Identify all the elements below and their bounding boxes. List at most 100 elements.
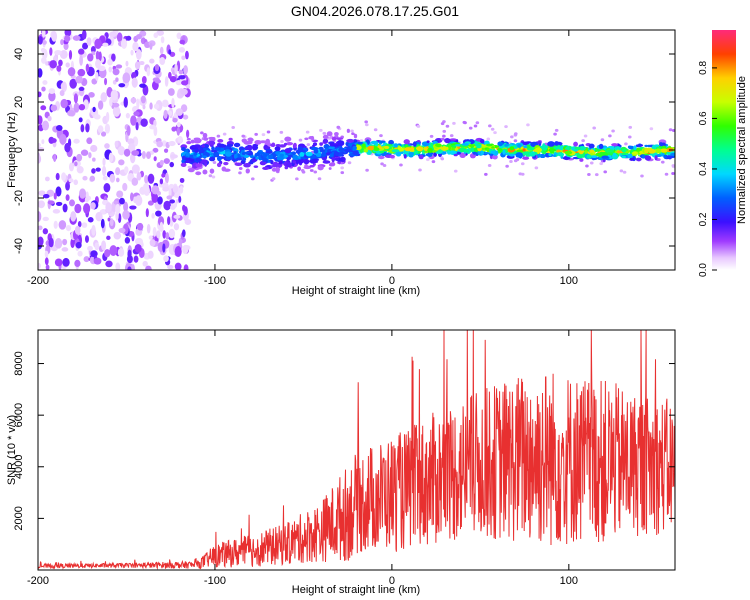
spectrogram-cell xyxy=(483,151,491,155)
spectrogram-cell xyxy=(40,47,46,53)
spectrogram-cell xyxy=(124,166,129,174)
spectrogram-cell xyxy=(161,100,169,108)
spectrogram-cell xyxy=(147,173,155,184)
y-tick-label: -40 xyxy=(13,238,25,254)
spectrogram-cell xyxy=(279,153,285,157)
spectrogram-cell xyxy=(179,177,185,183)
spectrogram-cell xyxy=(104,123,111,134)
spectrogram-cell xyxy=(60,98,68,109)
spectrogram-cell xyxy=(38,190,46,196)
spectrogram-cell xyxy=(131,177,139,186)
spectrogram-cell xyxy=(660,160,665,164)
spectrogram-cell xyxy=(384,145,390,150)
spectrogram-cell xyxy=(556,149,561,153)
spectrogram-cell xyxy=(534,147,542,153)
spectrogram-cell xyxy=(40,105,47,111)
snr-xlabel: Height of straight line (km) xyxy=(292,584,420,596)
spectrogram-cell xyxy=(109,218,114,227)
spectrogram-cell xyxy=(346,128,350,133)
x-tick-label: 100 xyxy=(560,575,578,587)
spectrogram-cell xyxy=(520,172,525,176)
spectrogram-cell xyxy=(627,135,632,139)
spectrogram-cell xyxy=(462,120,467,124)
spectrogram-cell xyxy=(62,257,70,267)
spectrogram-cell xyxy=(208,174,213,178)
spectrogram-cell xyxy=(42,40,47,45)
spectrogram-cell xyxy=(319,149,326,153)
spectrogram-cell xyxy=(127,138,135,145)
spectrogram-cell xyxy=(212,161,217,165)
spectrogram-cell xyxy=(553,132,557,136)
spectrogram-cell xyxy=(398,147,404,152)
spectrogram-cell xyxy=(69,78,77,89)
spectrogram-cell xyxy=(319,142,324,146)
spectrogram-cell xyxy=(370,140,379,145)
spectrogram-cell xyxy=(110,89,119,101)
spectrogram-cell xyxy=(80,149,89,156)
spectrogram-cell xyxy=(78,103,86,111)
spectrogram-cell xyxy=(442,129,447,133)
spectrogram-cell xyxy=(152,226,157,237)
spectrogram-cell xyxy=(365,168,369,172)
spectrogram-cell xyxy=(95,71,99,81)
spectrogram-cell xyxy=(195,171,202,176)
spectrogram-cell xyxy=(340,171,345,175)
spectrogram-cell xyxy=(174,246,182,258)
spectrogram-cell xyxy=(55,186,62,197)
spectrogram-cell xyxy=(163,255,169,263)
spectrogram-cell xyxy=(62,203,68,213)
spectrogram-cell xyxy=(352,139,358,143)
spectrogram-cell xyxy=(640,174,644,178)
spectrogram-cell xyxy=(125,35,132,41)
spectrogram-cell xyxy=(322,134,329,140)
spectrogram-cell xyxy=(102,157,106,167)
spectrogram-cell xyxy=(152,147,159,153)
spectrogram-cell xyxy=(426,140,430,144)
spectrogram-cell xyxy=(87,245,93,251)
spectrogram-cell xyxy=(280,140,284,144)
spectrogram-cell xyxy=(130,153,136,164)
spectrogram-cell xyxy=(284,147,292,154)
spectrogram-cell xyxy=(329,153,334,158)
spectrogram-cell xyxy=(389,154,395,159)
spectrogram-cell xyxy=(619,169,624,173)
spectrogram-cell xyxy=(109,97,113,107)
spectrogram-cell xyxy=(54,258,63,267)
spectrogram-cell xyxy=(426,158,430,162)
spectrogram-cell xyxy=(117,247,125,257)
spectrogram-cell xyxy=(176,122,181,128)
spectrogram-cell xyxy=(81,30,87,40)
spectrogram-cell xyxy=(149,58,155,64)
spectrogram-cell xyxy=(171,126,177,132)
spectrogram-cell xyxy=(331,136,337,141)
spectrogram-cell xyxy=(622,170,627,174)
spectrogram-cell xyxy=(115,203,121,215)
spectrogram-cell xyxy=(663,154,668,159)
spectrogram-cell xyxy=(62,238,68,246)
spectrogram-cell xyxy=(178,47,186,53)
spectrogram-cell xyxy=(153,32,159,39)
colorbar-tick-label: 0.8 xyxy=(698,61,709,75)
spectrogram-cell xyxy=(621,149,627,153)
spectrogram-cell xyxy=(225,151,232,157)
spectrogram-cell xyxy=(647,144,651,148)
spectrogram-cell xyxy=(248,138,254,142)
spectrogram-cell xyxy=(275,166,280,173)
spectrogram-cell xyxy=(147,200,154,206)
colorbar-label: Normalized spectral amplitude xyxy=(736,76,748,224)
spectrogram-cell xyxy=(322,138,329,144)
spectrogram-cell xyxy=(132,41,139,52)
spectrogram-cell xyxy=(86,37,92,46)
spectrogram-cell xyxy=(145,151,151,160)
spectrogram-cell xyxy=(178,237,183,246)
spectrogram-cell xyxy=(42,120,50,131)
spectrogram-cell xyxy=(186,160,191,163)
spectrogram-cell xyxy=(671,171,675,175)
spectrogram-cell xyxy=(85,123,90,133)
spectrogram-cell xyxy=(336,125,341,129)
spectrogram-cell xyxy=(38,142,41,148)
spectrogram-cell xyxy=(91,224,96,236)
spectrogram-cell xyxy=(338,147,345,153)
spectrogram-cell xyxy=(214,147,221,151)
spectrogram-cell xyxy=(177,135,183,143)
